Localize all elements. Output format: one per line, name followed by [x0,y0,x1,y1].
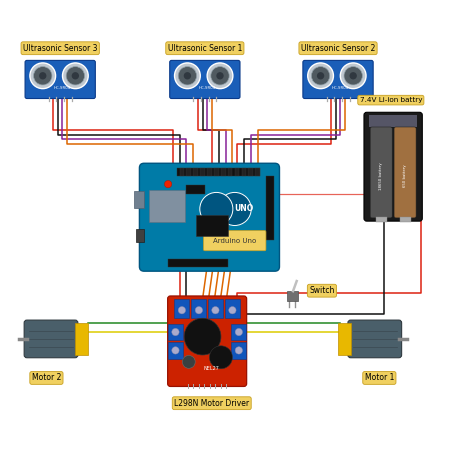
Bar [266,176,274,240]
Circle shape [344,67,362,85]
Circle shape [178,307,185,314]
Bar [242,168,246,176]
Circle shape [66,67,84,85]
Circle shape [340,63,366,89]
Bar [196,215,228,236]
Circle shape [63,63,88,89]
Bar [228,168,232,176]
Bar [221,168,226,176]
Bar [174,299,189,318]
FancyBboxPatch shape [203,231,266,251]
Circle shape [349,72,357,79]
Bar [186,185,205,194]
Bar [207,168,212,176]
Circle shape [235,328,243,336]
Bar [177,168,260,176]
Bar [231,324,246,340]
Circle shape [172,328,179,336]
Circle shape [317,72,324,79]
Circle shape [39,72,46,79]
Bar [369,115,417,127]
Circle shape [34,67,52,85]
Bar [193,168,198,176]
Text: Motor 1: Motor 1 [365,373,394,383]
Circle shape [235,346,243,354]
Circle shape [178,67,197,85]
Circle shape [184,72,191,79]
Circle shape [72,72,79,79]
Circle shape [210,346,232,369]
Bar [225,299,240,318]
Circle shape [218,193,251,225]
Circle shape [308,63,333,89]
Text: L298N Motor Driver: L298N Motor Driver [174,399,249,407]
Bar [191,299,206,318]
Circle shape [212,307,219,314]
Circle shape [174,63,200,89]
Text: Arduino Uno: Arduino Uno [213,237,256,243]
FancyBboxPatch shape [170,61,240,98]
Text: HC-SR04: HC-SR04 [332,86,349,90]
Text: HC-SR04: HC-SR04 [54,86,71,90]
Circle shape [200,193,233,225]
Text: 7.4V Li-ion battry: 7.4V Li-ion battry [360,97,422,103]
Text: Ultrasonic Sensor 2: Ultrasonic Sensor 2 [301,44,375,53]
Bar [400,217,410,222]
Circle shape [216,72,224,79]
Bar [149,190,185,222]
Text: Switch: Switch [309,286,335,295]
Bar [235,168,239,176]
Text: 650 battery: 650 battery [403,164,407,187]
Circle shape [184,318,221,355]
Bar [214,168,219,176]
FancyBboxPatch shape [25,61,95,98]
Circle shape [182,355,195,368]
Bar [376,217,387,222]
Bar [186,168,191,176]
Bar [136,229,144,243]
Text: Ultrasonic Sensor 3: Ultrasonic Sensor 3 [23,44,98,53]
Bar [75,323,88,355]
Bar [168,259,228,267]
Circle shape [229,307,236,314]
Text: UNO: UNO [234,205,254,213]
FancyBboxPatch shape [348,320,401,358]
Bar [255,168,260,176]
Bar [134,191,144,208]
Circle shape [164,181,172,188]
Circle shape [195,307,202,314]
FancyBboxPatch shape [168,296,246,386]
Bar [338,323,351,355]
Bar [231,342,246,359]
FancyBboxPatch shape [139,163,280,271]
Bar [180,168,184,176]
FancyBboxPatch shape [370,127,392,218]
Bar [287,291,298,301]
Text: NEL27: NEL27 [204,366,219,371]
Text: Ultrasonic Sensor 1: Ultrasonic Sensor 1 [168,44,242,53]
FancyBboxPatch shape [364,112,422,221]
Bar [168,324,183,340]
Circle shape [30,63,55,89]
Text: HC-SR04: HC-SR04 [199,86,216,90]
Text: 18650 battery: 18650 battery [379,162,383,190]
Circle shape [207,63,233,89]
Circle shape [172,346,179,354]
Bar [248,168,253,176]
Circle shape [311,67,330,85]
Bar [208,299,223,318]
FancyBboxPatch shape [303,61,373,98]
Bar [200,168,205,176]
FancyBboxPatch shape [394,127,416,218]
Text: Motor 2: Motor 2 [32,373,61,383]
Bar [168,342,183,359]
Circle shape [211,67,229,85]
FancyBboxPatch shape [24,320,78,358]
